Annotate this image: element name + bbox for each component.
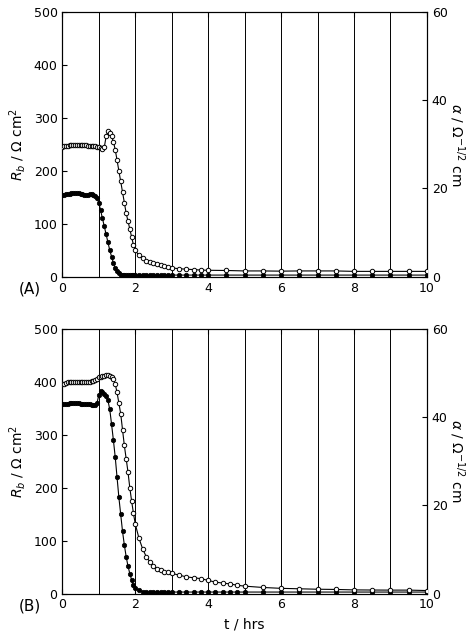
Y-axis label: $\alpha$ / $\Omega^{-1/2}$ cm: $\alpha$ / $\Omega^{-1/2}$ cm bbox=[447, 420, 467, 503]
Text: (A): (A) bbox=[18, 282, 41, 297]
Y-axis label: $R_b$ / $\Omega$ cm$^2$: $R_b$ / $\Omega$ cm$^2$ bbox=[7, 108, 28, 181]
Y-axis label: $R_b$ / $\Omega$ cm$^2$: $R_b$ / $\Omega$ cm$^2$ bbox=[7, 425, 28, 498]
Text: (B): (B) bbox=[18, 599, 41, 614]
Y-axis label: $\alpha$ / $\Omega^{-1/2}$ cm: $\alpha$ / $\Omega^{-1/2}$ cm bbox=[447, 103, 467, 186]
X-axis label: t / hrs: t / hrs bbox=[224, 617, 265, 631]
